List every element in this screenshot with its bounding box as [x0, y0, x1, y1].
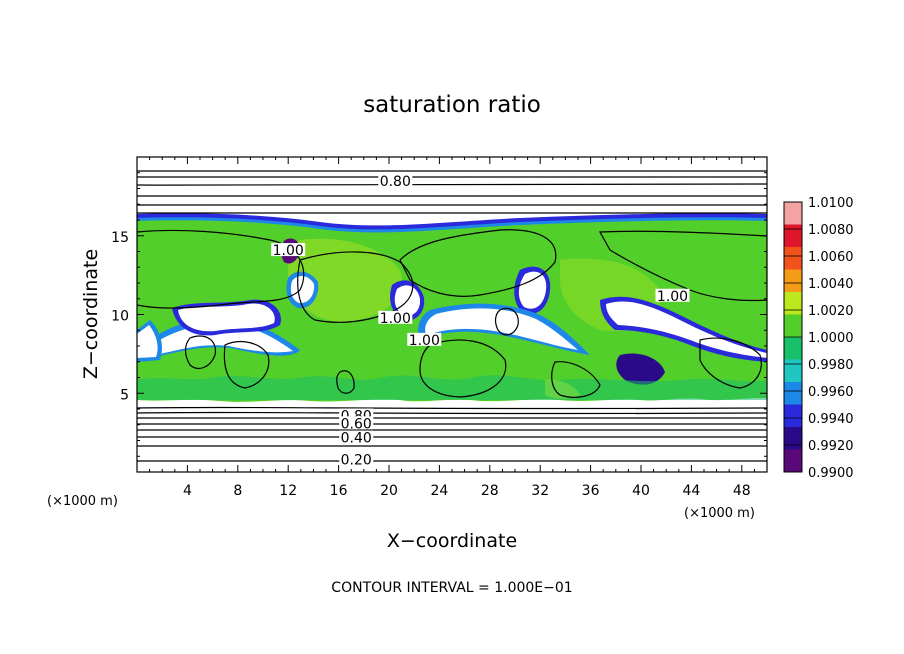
- x-tick-label: 40: [632, 483, 650, 499]
- colorbar-swatch: [784, 314, 802, 338]
- colorbar-swatch: [784, 404, 802, 428]
- contour-label: 0.60: [341, 416, 372, 432]
- colorbar-label: 0.9960: [808, 385, 854, 400]
- saturation-field: [137, 213, 767, 402]
- contour-label-bg: [655, 288, 690, 302]
- colorbar-label: 1.0020: [808, 304, 854, 319]
- y-tick-label: 10: [111, 309, 129, 325]
- y-axis: 5 10 15: [111, 172, 767, 457]
- contour-label-bg: [378, 173, 413, 187]
- colorbar-swatch: [784, 382, 802, 405]
- x-unit-right: (×1000 m): [684, 506, 755, 521]
- x-tick-label: 4: [183, 483, 192, 499]
- contour-label: 1.00: [657, 289, 688, 305]
- contour-label: 0.20: [341, 453, 372, 469]
- contour-label-bg: [339, 452, 374, 466]
- contour-label-bg: [407, 332, 442, 346]
- colorbar-label: 0.9980: [808, 358, 854, 373]
- dry-regions: [137, 238, 767, 385]
- contour-label: 0.80: [380, 174, 411, 190]
- colorbar-swatch: [784, 269, 802, 293]
- x-axis-label: X−coordinate: [387, 530, 517, 552]
- contour-label: 1.00: [273, 243, 304, 259]
- contour-label: 1.00: [380, 311, 411, 327]
- colorbar-swatch: [784, 359, 802, 383]
- colorbar-swatch: [784, 337, 802, 360]
- colorbar-swatch: [784, 449, 802, 473]
- colorbar-label: 0.9920: [808, 439, 854, 454]
- colorbar-swatch: [784, 224, 802, 248]
- colorbar-label: 1.0000: [808, 331, 854, 346]
- contour-label-bg: [339, 430, 374, 444]
- contour-lines: [137, 169, 767, 462]
- colorbar-swatch: [784, 202, 802, 225]
- colorbar-label: 1.0060: [808, 250, 854, 265]
- y-tick-label: 15: [111, 230, 129, 246]
- colorbar-label: 1.0100: [808, 196, 854, 211]
- colorbar-label: 0.9940: [808, 412, 854, 427]
- x-tick-label: 12: [279, 483, 297, 499]
- colorbar-swatch: [784, 427, 802, 450]
- contour-label: 0.40: [341, 431, 372, 447]
- plot-area: 0.801.001.001.001.000.800.600.400.20: [137, 157, 767, 472]
- colorbar-label: 1.0040: [808, 277, 854, 292]
- x-tick-label: 36: [582, 483, 600, 499]
- contour-interval-note: CONTOUR INTERVAL = 1.000E−01: [331, 580, 572, 596]
- x-tick-label: 8: [233, 483, 242, 499]
- x-tick-label: 32: [531, 483, 549, 499]
- contour-label-bg: [378, 310, 413, 324]
- x-tick-label: 20: [380, 483, 398, 499]
- y-tick-label: 5: [120, 387, 129, 403]
- x-tick-label: 48: [733, 483, 751, 499]
- x-tick-label: 16: [330, 483, 348, 499]
- x-unit-left: (×1000 m): [47, 494, 118, 509]
- x-axis: 4 8 12 16 20 24 28 32 36 40 44 48: [149, 157, 755, 499]
- contour-label-bg: [339, 416, 374, 430]
- y-axis-label: Z−coordinate: [80, 249, 102, 379]
- colorbar: 1.0100 1.0080 1.0060 1.0040 1.0020 1.0000 0.99…: [783, 196, 854, 481]
- contour-label-bg: [271, 243, 306, 257]
- x-tick-label: 44: [682, 483, 700, 499]
- contour-labels: 0.801.001.001.001.000.800.600.400.20: [271, 173, 690, 469]
- x-tick-label: 28: [481, 483, 499, 499]
- contour-label: 1.00: [409, 333, 440, 349]
- colorbar-swatch: [784, 247, 802, 270]
- chart-title: saturation ratio: [363, 92, 541, 118]
- x-tick-label: 24: [430, 483, 448, 499]
- colorbar-swatch: [784, 292, 802, 315]
- colorbar-label: 1.0080: [808, 223, 854, 238]
- colorbar-label: 0.9900: [808, 466, 854, 481]
